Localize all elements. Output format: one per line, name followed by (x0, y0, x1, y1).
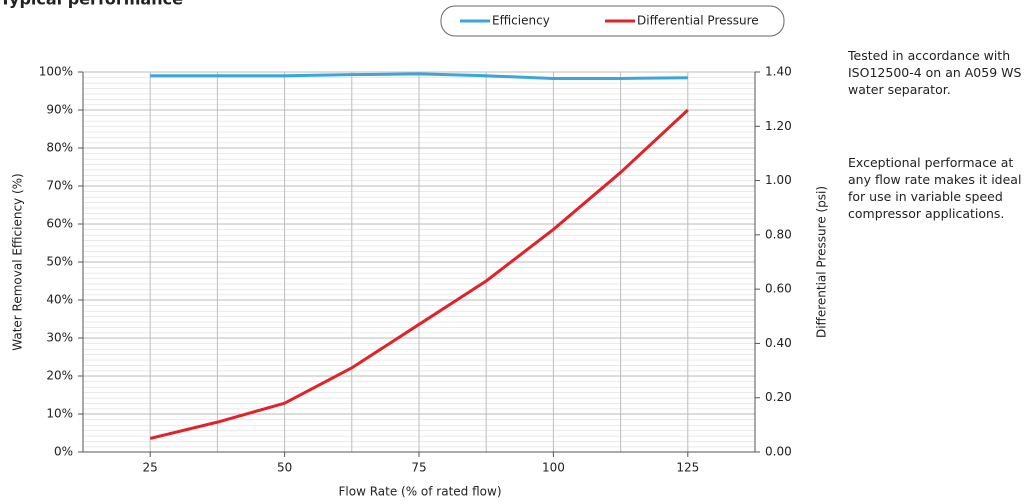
y2-tick-label: 1.00 (765, 173, 792, 187)
y-tick-label: 60% (46, 217, 73, 231)
x-tick-label: 125 (676, 461, 699, 475)
note: Exceptional performace at any flow rate … (848, 155, 1022, 221)
y-tick-label: 100% (39, 65, 73, 79)
y2-tick-label: 1.20 (765, 119, 792, 133)
x-axis-label: Flow Rate (% of rated flow) (338, 485, 501, 499)
y2-tick-label: 0.20 (765, 390, 792, 404)
y-axis-label: Water Removal Efficiency (%) (11, 173, 25, 351)
series-line (149, 108, 689, 440)
y-tick-label: 10% (46, 407, 73, 421)
series-line (150, 72, 688, 80)
y-tick-label: 70% (46, 179, 73, 193)
x-tick-label: 25 (143, 461, 158, 475)
legend-label: Differential Pressure (637, 14, 759, 28)
y-tick-label: 30% (46, 331, 73, 345)
x-tick-label: 100 (542, 461, 565, 475)
y-tick-label: 90% (46, 103, 73, 117)
y2-tick-label: 0.60 (765, 282, 792, 296)
legend-label: Efficiency (492, 14, 550, 28)
note: Tested in accordance with ISO12500-4 on … (848, 48, 1022, 97)
y2-tick-label: 0.40 (765, 336, 792, 350)
y-tick-label: 20% (46, 369, 73, 383)
y-tick-label: 50% (46, 255, 73, 269)
y-tick-label: 0% (54, 445, 73, 459)
x-tick-label: 75 (411, 461, 426, 475)
y-tick-label: 80% (46, 141, 73, 155)
y2-tick-label: 1.40 (765, 65, 792, 79)
chart: Typical performance Flow Rate (% of rate… (0, 0, 829, 499)
y2-axis-label: Differential Pressure (psi) (815, 186, 829, 338)
y2-tick-label: 0.80 (765, 227, 792, 241)
y2-tick-label: 0.00 (765, 445, 792, 459)
chart-title: Typical performance (0, 0, 183, 9)
x-tick-label: 50 (277, 461, 292, 475)
y-tick-label: 40% (46, 293, 73, 307)
